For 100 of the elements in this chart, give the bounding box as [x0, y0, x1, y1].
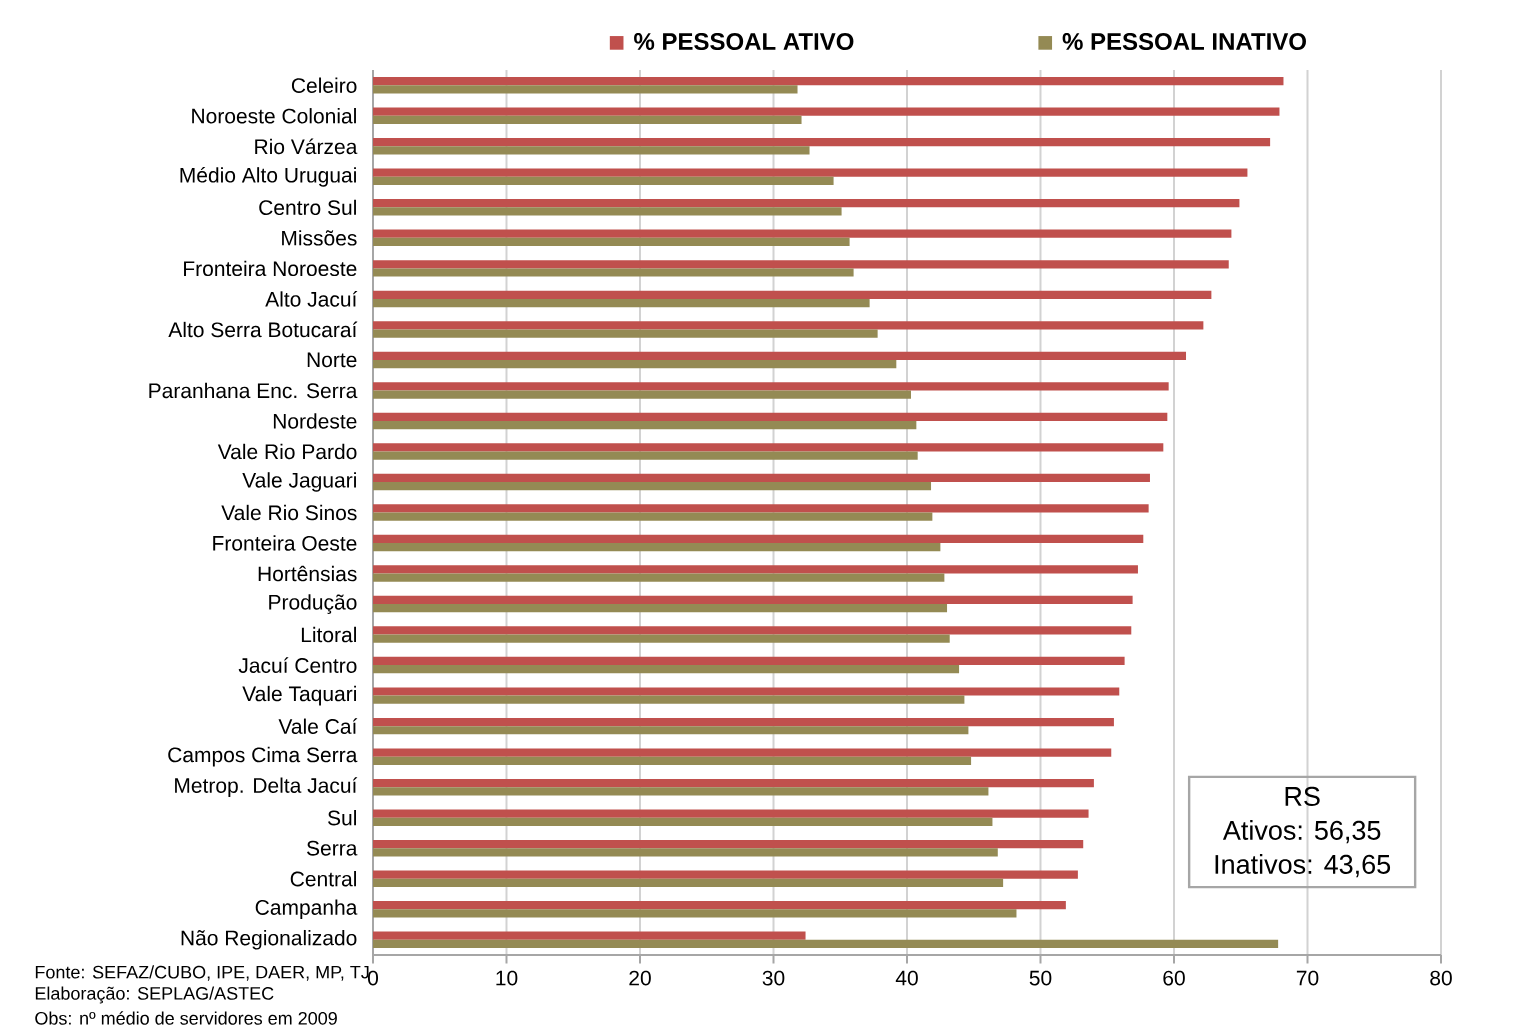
legend-label: % PESSOAL ATIVO	[634, 33, 854, 50]
bar	[373, 290, 1212, 299]
y-tick-label: Campanha	[255, 899, 358, 920]
bar	[373, 534, 1144, 544]
bar	[373, 717, 1114, 727]
bar	[373, 900, 1066, 910]
bar	[373, 77, 1284, 86]
bar	[373, 199, 1240, 208]
y-tick-label: Vale Caí	[278, 718, 358, 734]
annotation: Ativos: 56,35	[1222, 820, 1381, 844]
x-tick-label: 30	[762, 970, 785, 986]
annotation: Inativos: 43,65	[1215, 854, 1391, 878]
bar	[373, 573, 945, 582]
bar	[373, 695, 965, 704]
bar	[373, 748, 1112, 757]
bar	[373, 634, 950, 643]
y-tick-label: Hortênsias	[258, 565, 357, 582]
bar	[373, 809, 1089, 818]
bar	[373, 298, 870, 308]
x-tick-label: 60	[1163, 970, 1185, 986]
bar	[373, 382, 1169, 391]
bar	[373, 351, 1187, 360]
bar	[373, 473, 1150, 482]
bar	[373, 504, 1149, 513]
y-tick-label: Centro Sul	[259, 199, 356, 216]
y-tick-label: Alto Jacuí	[265, 291, 358, 307]
legend-label: % PESSOAL INATIVO	[1062, 33, 1306, 50]
y-tick-label: Serra	[306, 840, 358, 856]
bar	[373, 107, 1280, 116]
y-tick-label: Central	[290, 871, 356, 887]
bar	[373, 604, 948, 613]
y-tick-label: Norte	[307, 352, 357, 368]
y-tick-label: Fronteira Oeste	[213, 535, 357, 551]
bar	[373, 787, 989, 796]
x-tick-label: 80	[1430, 970, 1452, 986]
bar	[373, 687, 1120, 696]
bar	[373, 138, 1271, 147]
bar	[373, 626, 1132, 635]
y-tick-label: Vale Taquari	[242, 685, 356, 706]
bar	[373, 176, 834, 186]
bar	[373, 451, 918, 460]
y-tick-label: Fronteira Noroeste	[184, 260, 357, 277]
bar	[373, 595, 1133, 605]
bar	[373, 565, 1138, 574]
bar	[373, 839, 1084, 849]
bar	[373, 412, 1168, 421]
y-tick-label: Vale Jaguari	[242, 472, 356, 492]
bar	[373, 817, 993, 826]
bar	[373, 939, 1279, 948]
bar	[373, 848, 998, 857]
bar	[373, 359, 897, 369]
bar	[373, 229, 1232, 238]
x-tick-label: 0	[367, 970, 379, 986]
bar	[373, 115, 802, 125]
y-tick-label: Celeiro	[291, 77, 357, 93]
bar	[373, 909, 1017, 918]
y-tick-label: Rio Várzea	[255, 138, 358, 155]
bar	[373, 329, 878, 338]
y-tick-label: Não Regionalizado	[181, 929, 357, 950]
bar	[373, 870, 1078, 879]
x-tick-label: 10	[496, 970, 518, 986]
bar	[373, 85, 798, 94]
bar	[373, 726, 969, 735]
y-tick-label: Missões	[282, 230, 357, 246]
bar	[373, 321, 1204, 330]
y-tick-label: Litoral	[301, 626, 356, 643]
bar	[373, 420, 917, 430]
y-tick-label: Produção	[269, 594, 357, 614]
bar	[373, 146, 810, 155]
text: Obs: nº médio de servidores em 2009	[35, 1011, 337, 1025]
bar	[373, 207, 842, 216]
y-tick-label: Vale Rio Pardo	[217, 443, 357, 460]
bar	[373, 665, 960, 674]
y-tick-label: Noroeste Colonial	[192, 108, 356, 124]
text: Elaboração: SEPLAG/ASTEC	[35, 986, 274, 1004]
bar	[373, 778, 1094, 788]
y-tick-label: Vale Rio Sinos	[221, 504, 357, 521]
bar	[373, 512, 933, 521]
y-tick-label: Médio Alto Uruguai	[180, 166, 356, 187]
bar	[373, 756, 972, 765]
bar	[373, 260, 1229, 269]
y-tick-label: Sul	[327, 809, 356, 826]
y-tick-label: Paranhana Enc. Serra	[149, 382, 358, 399]
y-tick-label: Alto Serra Botucaraí	[168, 321, 358, 338]
bar	[373, 878, 1004, 887]
bar	[373, 443, 1164, 452]
bar	[373, 543, 941, 552]
bar	[373, 656, 1125, 666]
x-tick-label: 40	[895, 970, 918, 986]
annotation: RS	[1285, 786, 1320, 806]
bar	[373, 268, 854, 277]
y-tick-label: Metrop. Delta Jacuí	[175, 777, 358, 798]
y-tick-label: Campos Cima Serra	[168, 746, 358, 767]
bar	[373, 390, 912, 399]
bar	[373, 237, 850, 247]
bar	[373, 481, 932, 491]
y-tick-label: Nordeste	[273, 413, 357, 429]
y-tick-label: Jacuí Centro	[238, 657, 357, 673]
bar	[373, 931, 806, 940]
x-tick-label: 50	[1029, 970, 1052, 986]
